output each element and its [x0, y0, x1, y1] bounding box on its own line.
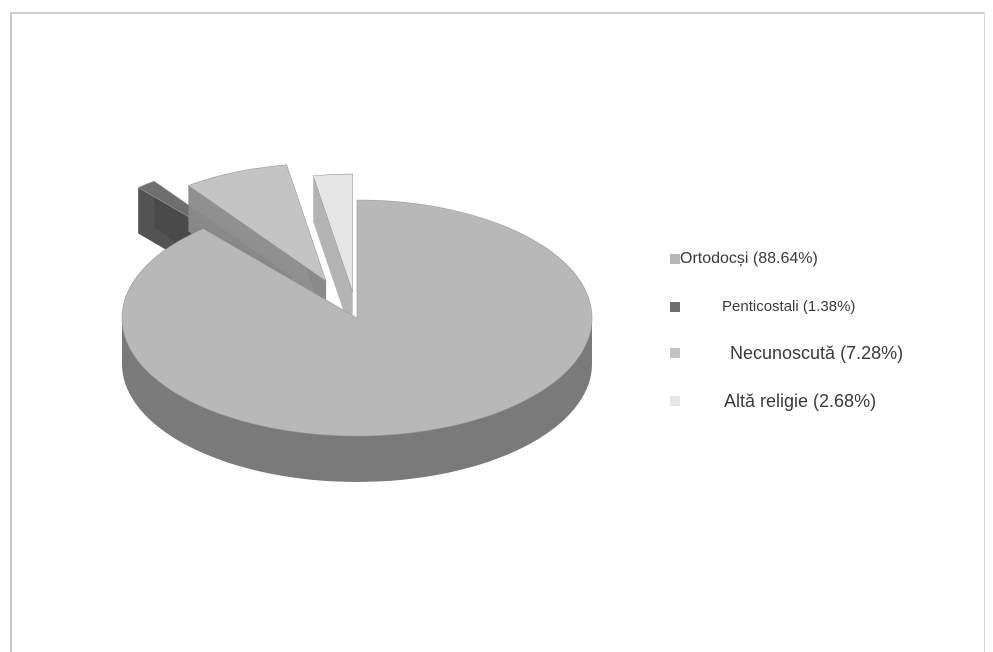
- legend-swatch-alta-religie: [670, 396, 680, 406]
- pie-slice-alta-religie: [312, 173, 353, 339]
- legend-label-necunoscuta: Necunoscută (7.28%): [730, 343, 904, 363]
- pie-slice-top-alta-religie: [312, 173, 353, 293]
- legend-label-penticostali: Penticostali (1.38%): [722, 298, 856, 315]
- legend-swatch-penticostali: [670, 302, 680, 312]
- pie-slice-top-ortodocsi: [121, 199, 593, 437]
- pie-slice-top-necunoscuta: [187, 164, 327, 282]
- legend-swatch-ortodocsi: [670, 254, 680, 264]
- pie-slice-side-ortodocsi: [122, 318, 592, 482]
- legend-label-ortodocsi: Ortodocși (88.64%): [680, 250, 818, 267]
- pie-slice-cut-alta-religie-0: [313, 175, 353, 339]
- legend-label-alta-religie: Altă religie (2.68%): [724, 391, 877, 411]
- legend-swatch-necunoscuta: [670, 348, 680, 358]
- pie-slice-ortodocsi: [121, 199, 593, 482]
